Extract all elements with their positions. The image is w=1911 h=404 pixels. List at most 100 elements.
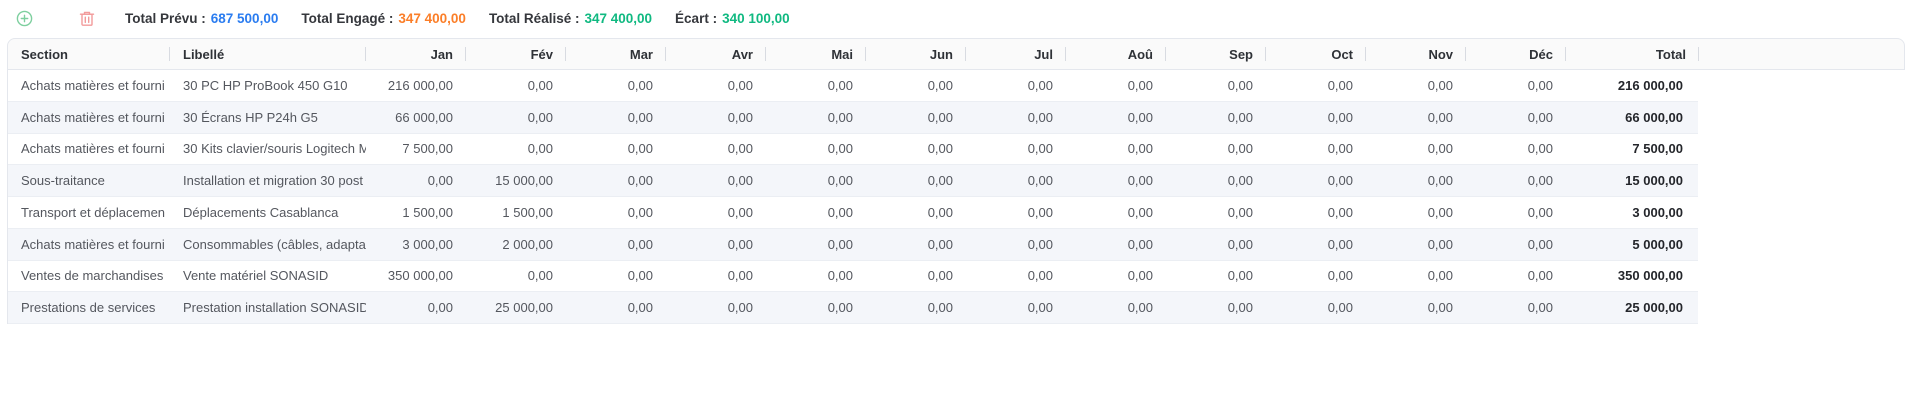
cell-month: 0,00 xyxy=(827,236,853,252)
table-header-row: Section Libellé Jan Fév Mar Avr Mai Jun Jul Aoû Se… xyxy=(7,38,1905,70)
cell-section: Achats matières et fourni xyxy=(21,141,165,157)
cell-month: 0,00 xyxy=(1527,141,1553,157)
cell-total: 15 000,00 xyxy=(1625,173,1683,189)
cell-month: 0,00 xyxy=(1327,109,1353,125)
table-row[interactable]: Achats matières et fourni 30 PC HP ProBoo… xyxy=(8,70,1698,102)
cell-month: 7 500,00 xyxy=(402,141,453,157)
cell-total: 216 000,00 xyxy=(1617,77,1683,93)
cell-month: 0,00 xyxy=(1527,173,1553,189)
cell-total: 3 000,00 xyxy=(1632,204,1683,220)
cell-month: 0,00 xyxy=(1327,236,1353,252)
cell-month: 0,00 xyxy=(1227,141,1253,157)
totals-bar: Total Prévu :687 500,00 Total Engagé :347… xyxy=(125,11,790,26)
column-header-oct: Oct xyxy=(1266,39,1366,69)
cell-month: 0,00 xyxy=(1027,204,1053,220)
cell-month: 66 000,00 xyxy=(395,109,453,125)
table-row[interactable]: Ventes de marchandises Vente matériel SON… xyxy=(8,260,1698,293)
cell-month: 15 000,00 xyxy=(495,173,553,189)
cell-month: 0,00 xyxy=(827,268,853,284)
cell-month: 0,00 xyxy=(727,141,753,157)
column-header-libelle: Libellé xyxy=(170,39,366,69)
cell-month: 0,00 xyxy=(527,268,553,284)
stat-total-prevu: Total Prévu :687 500,00 xyxy=(125,11,278,26)
cell-month: 0,00 xyxy=(1027,173,1053,189)
cell-month: 0,00 xyxy=(1327,300,1353,316)
cell-month: 0,00 xyxy=(1027,268,1053,284)
cell-month: 350 000,00 xyxy=(387,268,453,284)
column-header-sep: Sep xyxy=(1166,39,1266,69)
table-row[interactable]: Sous-traitance Installation et migration … xyxy=(8,165,1698,197)
cell-month: 0,00 xyxy=(1527,204,1553,220)
cell-month: 0,00 xyxy=(1227,173,1253,189)
cell-section: Ventes de marchandises xyxy=(21,268,164,284)
cell-month: 0,00 xyxy=(927,268,953,284)
cell-libelle: Déplacements Casablanca xyxy=(183,204,339,220)
stat-label: Total Prévu : xyxy=(125,10,206,26)
cell-section: Sous-traitance xyxy=(21,173,105,189)
cell-month: 0,00 xyxy=(627,300,653,316)
cell-month: 0,00 xyxy=(1027,300,1053,316)
stat-label: Total Réalisé : xyxy=(488,10,580,26)
table-row[interactable]: Prestations de services Prestation instal… xyxy=(8,292,1698,324)
cell-total: 350 000,00 xyxy=(1617,268,1683,284)
stat-ecart: Écart :340 100,00 xyxy=(675,11,790,26)
cell-month: 0,00 xyxy=(1427,268,1453,284)
cell-month: 0,00 xyxy=(1427,77,1453,93)
column-header-nov: Nov xyxy=(1366,39,1466,69)
cell-month: 0,00 xyxy=(727,300,753,316)
cell-month: 0,00 xyxy=(527,141,553,157)
column-header-jul: Jul xyxy=(966,39,1066,69)
cell-month: 0,00 xyxy=(827,109,853,125)
add-row-button[interactable] xyxy=(16,10,33,27)
stat-value: 340 100,00 xyxy=(722,10,790,26)
cell-month: 0,00 xyxy=(1327,77,1353,93)
cell-month: 0,00 xyxy=(1127,268,1153,284)
cell-libelle: 30 Écrans HP P24h G5 xyxy=(183,109,318,125)
column-header-jan: Jan xyxy=(366,39,466,69)
cell-month: 0,00 xyxy=(1027,141,1053,157)
cell-section: Achats matières et fourni xyxy=(21,236,165,252)
plus-circle-icon xyxy=(16,10,33,26)
stat-value: 687 500,00 xyxy=(210,10,279,26)
cell-month: 0,00 xyxy=(1527,236,1553,252)
cell-month: 0,00 xyxy=(1227,300,1253,316)
cell-libelle: Installation et migration 30 post xyxy=(183,173,363,189)
table-row[interactable]: Achats matières et fourni 30 Kits clavier… xyxy=(8,133,1698,166)
cell-month: 2 000,00 xyxy=(502,236,553,252)
table-row[interactable]: Transport et déplacemen Déplacements Casa… xyxy=(8,197,1698,229)
cell-month: 0,00 xyxy=(827,141,853,157)
cell-section: Transport et déplacemen xyxy=(21,204,166,220)
cell-month: 1 500,00 xyxy=(502,204,553,220)
cell-month: 0,00 xyxy=(927,109,953,125)
cell-month: 0,00 xyxy=(1127,236,1153,252)
delete-row-button[interactable] xyxy=(79,10,95,27)
cell-month: 0,00 xyxy=(627,77,653,93)
cell-month: 1 500,00 xyxy=(402,204,453,220)
cell-month: 0,00 xyxy=(827,204,853,220)
cell-month: 0,00 xyxy=(927,300,953,316)
cell-libelle: 30 PC HP ProBook 450 G10 xyxy=(183,77,348,93)
cell-month: 0,00 xyxy=(1127,173,1153,189)
cell-month: 0,00 xyxy=(727,173,753,189)
cell-month: 0,00 xyxy=(827,173,853,189)
cell-month: 0,00 xyxy=(1127,300,1153,316)
cell-month: 0,00 xyxy=(627,236,653,252)
table-row[interactable]: Achats matières et fourni 30 Écrans HP P2… xyxy=(8,101,1698,134)
cell-section: Achats matières et fourni xyxy=(21,109,165,125)
cell-month: 0,00 xyxy=(1127,77,1153,93)
cell-month: 0,00 xyxy=(1427,141,1453,157)
cell-month: 0,00 xyxy=(1127,204,1153,220)
cell-month: 0,00 xyxy=(1327,268,1353,284)
cell-month: 0,00 xyxy=(1427,173,1453,189)
column-header-total: Total xyxy=(1566,39,1699,69)
column-header-dec: Déc xyxy=(1466,39,1566,69)
column-header-mai: Mai xyxy=(766,39,866,69)
cell-month: 0,00 xyxy=(827,77,853,93)
stat-total-realise: Total Réalisé :347 400,00 xyxy=(489,11,652,26)
table-row[interactable]: Achats matières et fourni Consommables (c… xyxy=(8,228,1698,261)
column-header-fev: Fév xyxy=(466,39,566,69)
cell-section: Achats matières et fourni xyxy=(21,77,165,93)
cell-month: 0,00 xyxy=(1227,109,1253,125)
cell-libelle: Consommables (câbles, adaptat xyxy=(183,236,366,252)
cell-month: 0,00 xyxy=(1327,173,1353,189)
